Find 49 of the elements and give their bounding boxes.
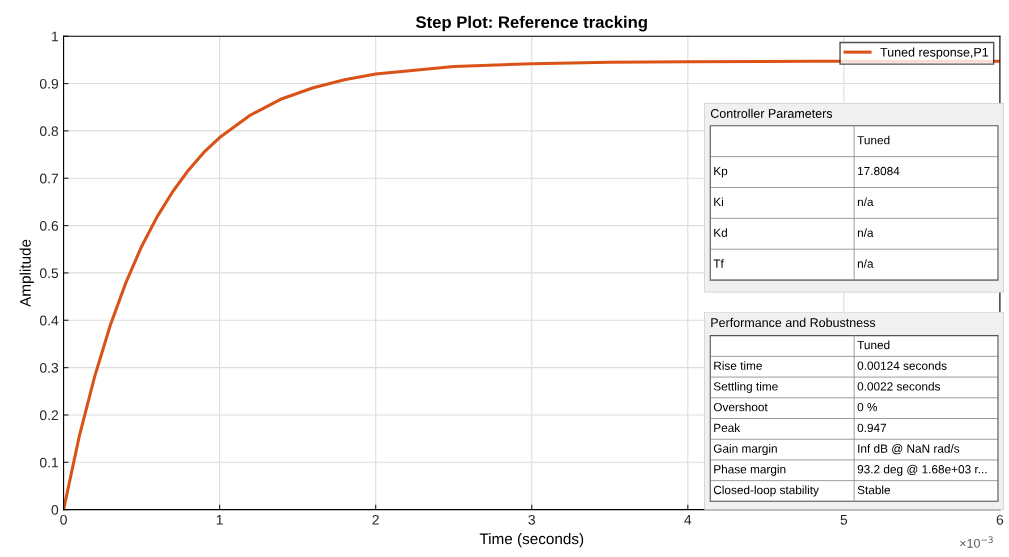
category-label: Peak [714, 423, 741, 433]
annotation: Tuned [857, 135, 890, 145]
x-tick-label: 1 [216, 515, 223, 525]
annotation: Inf dB @ NaN rad/s [858, 444, 960, 455]
annotation: Stable [857, 485, 891, 495]
annotation: Tuned [857, 340, 890, 350]
category-label: Gain margin [713, 444, 777, 456]
category-label: Phase margin [714, 464, 786, 476]
x-tick-label: 3 [528, 514, 535, 525]
category-label: Settling time [713, 381, 778, 393]
x-axis-title: Time (seconds) [479, 533, 584, 548]
y-tick-label: 0.6 [39, 220, 59, 231]
y-tick-label: 0.8 [39, 126, 59, 137]
y-tick-label: 0.2 [39, 410, 59, 421]
x-tick-label: 5 [840, 515, 848, 525]
y-tick-label: 0.1 [39, 457, 59, 468]
annotation: 93.2 deg @ 1.68e+03 r... [857, 464, 987, 476]
category-label: Rise time [714, 361, 762, 370]
annotation: n/a [857, 228, 874, 237]
annotation: n/a [857, 197, 874, 207]
x-tick-label: 0 [60, 514, 67, 525]
category-label: Closed-loop stability [713, 485, 819, 497]
x-tick-label: 6 [996, 514, 1004, 525]
annotation: n/a [857, 259, 874, 268]
legend-label: Tuned response,P1 [880, 47, 989, 60]
y-tick-label: 0 [51, 504, 59, 515]
annotation: 0.00124 seconds [857, 361, 947, 370]
annotation: 0 % [857, 402, 878, 412]
category-label: Overshoot [713, 402, 768, 412]
text: Controller Parameters [710, 108, 833, 118]
y-tick-label: 0.4 [39, 315, 59, 326]
y-axis-title: Amplitude [19, 239, 34, 307]
y-tick-label: 0.7 [39, 173, 59, 184]
y-tick-label: 1 [52, 31, 59, 42]
x-tick-label: 2 [372, 514, 379, 525]
y-tick-label: 0.5 [39, 268, 59, 279]
text: Performance and Robustness [711, 317, 876, 328]
annotation: 17.8084 [858, 166, 900, 176]
category-label: Tf [713, 259, 724, 268]
y-tick-label: 0.9 [39, 78, 59, 89]
annotation: 0.0022 seconds [857, 381, 941, 391]
category-label: Kd [714, 228, 727, 237]
annotation: 0.947 [857, 423, 887, 433]
text: ×10$^{−3}$ [960, 536, 993, 548]
chart-title: Step Plot: Reference tracking [415, 15, 647, 32]
y-tick-label: 0.3 [39, 362, 59, 373]
category-label: Ki [714, 197, 723, 206]
x-tick-label: 4 [684, 515, 692, 525]
category-label: Kp [714, 166, 728, 178]
